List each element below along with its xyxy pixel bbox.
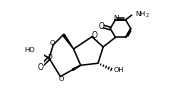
Polygon shape bbox=[63, 34, 74, 49]
Text: NH$_2$: NH$_2$ bbox=[135, 9, 150, 20]
Polygon shape bbox=[72, 65, 81, 70]
Text: O: O bbox=[38, 63, 44, 72]
Text: N: N bbox=[113, 15, 119, 21]
Text: O: O bbox=[59, 76, 64, 81]
Text: HO: HO bbox=[24, 47, 35, 53]
Text: P: P bbox=[47, 54, 51, 63]
Text: OH: OH bbox=[114, 67, 124, 73]
Text: O: O bbox=[50, 40, 55, 46]
Text: O: O bbox=[92, 31, 98, 40]
Text: O: O bbox=[99, 22, 105, 30]
